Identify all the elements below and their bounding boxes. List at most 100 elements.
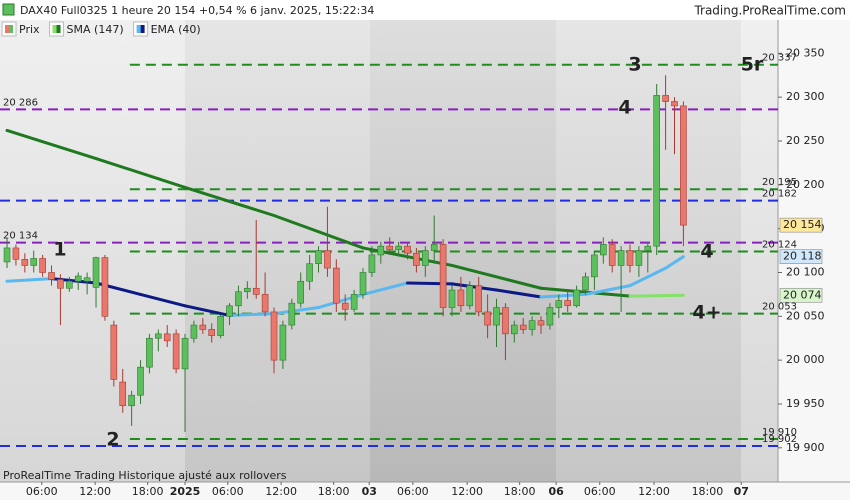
- candle-body: [155, 333, 162, 339]
- annotation: 1: [53, 239, 66, 261]
- candle-body: [199, 324, 207, 330]
- candle-body: [48, 272, 55, 280]
- candle-body: [146, 337, 153, 368]
- candle-body: [172, 333, 180, 370]
- ma-segment: [450, 282, 499, 292]
- candle-body: [244, 287, 251, 293]
- y-tick-label: 20 200: [786, 178, 825, 191]
- y-tick-label: 20 100: [786, 265, 825, 278]
- level-label: 20 124: [762, 239, 797, 250]
- candle-body: [137, 366, 144, 396]
- candle-body: [457, 289, 465, 307]
- level-label: 20 134: [3, 231, 38, 242]
- candle-body: [66, 280, 73, 289]
- candle-body: [422, 250, 429, 266]
- candle-body: [493, 307, 500, 326]
- annotation: 4: [700, 241, 713, 263]
- candle-body: [217, 316, 224, 336]
- level-label: 20 053: [762, 302, 797, 313]
- ma-segment: [628, 293, 685, 298]
- legend-label: Prix: [19, 23, 40, 36]
- candle-body: [537, 320, 545, 326]
- ma-segment: [628, 266, 668, 288]
- ma-segment: [183, 304, 232, 317]
- legend-swatch: [5, 25, 9, 33]
- level-label: 20 337: [762, 53, 797, 64]
- candle-body: [644, 245, 652, 251]
- y-tick-label: 20 300: [786, 90, 825, 103]
- candle-body: [635, 250, 643, 266]
- candle-body: [608, 244, 616, 266]
- level-label: 19 910: [762, 427, 797, 438]
- annotation: 2: [106, 429, 119, 451]
- legend-swatch: [136, 25, 141, 33]
- candle-body: [377, 245, 385, 256]
- candle-body: [21, 259, 29, 266]
- x-tick-label: 07: [734, 485, 749, 498]
- candle-body: [74, 275, 82, 282]
- x-tick-label: 06:00: [212, 485, 244, 498]
- legend-item: Prix: [1, 21, 40, 37]
- candle-body: [163, 333, 171, 342]
- candle-body: [519, 324, 527, 330]
- x-tick-label: 12:00: [265, 485, 297, 498]
- candle-body: [83, 277, 91, 282]
- candle-body: [511, 324, 518, 335]
- candle-body: [30, 258, 38, 266]
- candle-body: [439, 244, 447, 308]
- candle-body: [208, 329, 216, 336]
- candle-body: [57, 279, 64, 289]
- candle-body: [662, 95, 669, 102]
- legend-swatch: [140, 25, 145, 33]
- x-tick-label: 18:00: [692, 485, 724, 498]
- candle-body: [261, 294, 269, 313]
- candle-body: [39, 258, 46, 273]
- legend-item: SMA (147): [49, 21, 124, 37]
- time-axis: [0, 482, 850, 500]
- price-tag: [779, 217, 823, 233]
- x-tick-label: 06: [548, 485, 564, 498]
- candle-body: [333, 267, 340, 304]
- candle-body: [582, 276, 589, 291]
- candle-body: [448, 289, 456, 308]
- legend-swatch: [52, 25, 57, 33]
- candle-body: [341, 302, 349, 310]
- candle-body: [564, 300, 572, 307]
- candle-body: [181, 337, 189, 370]
- candle-body: [270, 311, 278, 361]
- candle-body: [430, 244, 438, 251]
- candle-body: [617, 250, 625, 266]
- y-tick-label: 19 950: [786, 397, 825, 410]
- candle-body: [226, 305, 233, 317]
- header-icon: [2, 3, 15, 16]
- ma-segment: [94, 157, 187, 189]
- x-tick-label: 18:00: [504, 485, 536, 498]
- candle-body: [110, 324, 118, 380]
- candle-body: [288, 302, 296, 326]
- candle-body: [306, 263, 313, 282]
- x-tick-label: 06:00: [397, 485, 429, 498]
- candle-body: [502, 307, 509, 335]
- x-tick-label: 18:00: [132, 485, 164, 498]
- ma-segment: [361, 281, 410, 296]
- candle-body: [315, 250, 322, 265]
- legend-label: SMA (147): [67, 23, 124, 36]
- ma-segment: [495, 288, 543, 299]
- ma-segment: [183, 185, 276, 217]
- level-label: 19 902: [762, 434, 797, 445]
- header: [0, 0, 850, 20]
- legend-swatch: [9, 25, 13, 33]
- x-tick-label: 18:00: [318, 485, 350, 498]
- level-label: 20 286: [3, 97, 38, 108]
- candle-body: [653, 95, 660, 247]
- x-tick-label: 06:00: [584, 485, 616, 498]
- candle-body: [12, 247, 20, 260]
- candle-body: [350, 294, 358, 310]
- x-tick-label: 06:00: [26, 485, 58, 498]
- candle-body: [252, 287, 260, 295]
- candle-body: [386, 245, 394, 250]
- candle-body: [573, 289, 580, 307]
- candle-body: [546, 307, 554, 326]
- annotation: 5r: [741, 54, 764, 76]
